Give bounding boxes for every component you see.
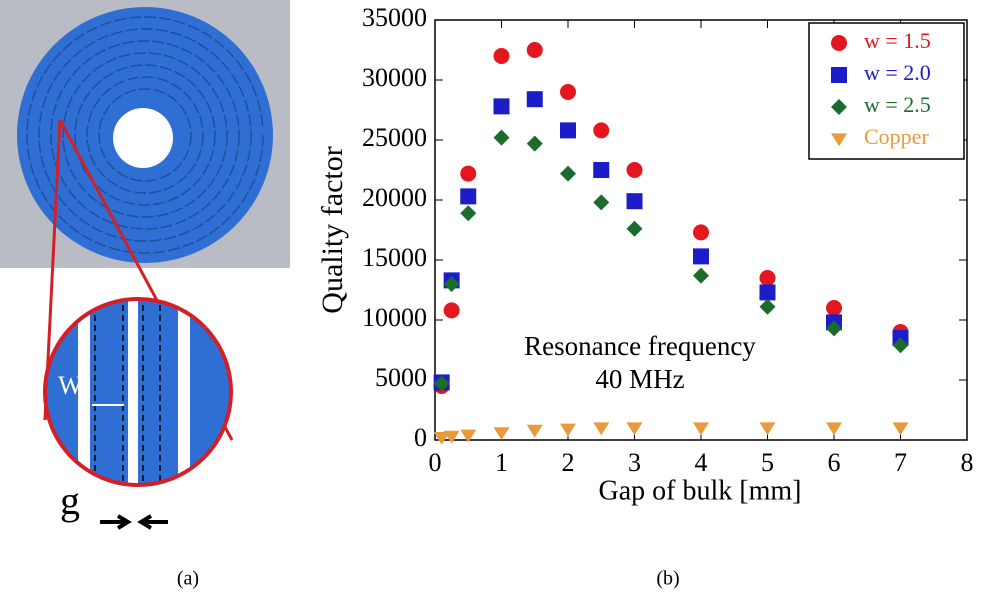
y-tick-label: 20000 [362,183,427,212]
legend-marker [831,35,847,51]
panel-caption: (a) [177,568,199,590]
point [526,135,543,152]
y-tick-label: 5000 [375,363,427,392]
gap-arrows [100,514,168,530]
x-tick-label: 3 [628,448,641,477]
point [460,188,477,205]
point [526,91,543,108]
legend-label: w = 2.0 [864,60,931,85]
coil-illustration: W g (a) [0,0,290,590]
point [560,84,576,100]
point [443,276,460,292]
point [693,422,709,436]
coil-hole [113,108,173,168]
point [759,284,776,301]
point [560,423,576,437]
point [493,427,510,440]
point [593,122,610,139]
point [826,422,842,436]
y-tick-label: 35000 [362,3,427,32]
y-tick-label: 10000 [362,303,427,332]
point [826,300,842,316]
point [759,422,776,436]
y-tick-label: 0 [414,423,427,452]
x-tick-label: 7 [894,448,907,477]
annotation: Resonance frequency [524,331,756,361]
chart: Gap of bulk [mm] Quality factor Resonanc… [316,3,974,590]
legend-label: w = 2.5 [864,92,931,117]
w-label: W [58,371,83,400]
y-tick-label: 15000 [362,243,427,272]
annotation: 40 MHz [595,364,684,394]
point [493,48,510,64]
y-tick-label: 25000 [362,123,427,152]
coil-tab [262,128,272,135]
point [693,224,709,241]
point [892,422,909,436]
x-tick-label: 0 [429,448,442,477]
point [593,162,610,178]
point [759,298,776,315]
point [460,165,477,182]
point [693,267,709,284]
x-tick-label: 6 [828,448,841,477]
y-axis-label: Quality factor [316,146,349,313]
point [693,248,709,265]
point [560,165,576,182]
point [892,337,909,354]
point [759,270,776,286]
point [443,302,460,319]
zoom-circle [43,297,233,487]
x-tick-label: 2 [562,448,575,477]
point [560,122,576,139]
point [626,162,643,178]
point [433,375,450,392]
point [626,422,643,436]
point [593,194,610,211]
point [460,205,477,222]
point [493,98,510,115]
x-tick-label: 8 [961,448,974,477]
x-tick-label: 5 [761,448,774,477]
point [626,220,643,237]
point [460,429,477,443]
point [626,193,643,210]
point [826,320,842,337]
x-axis-label: Gap of bulk [mm] [599,475,802,506]
zoom-view [45,299,231,485]
x-tick-label: 1 [495,448,508,477]
legend-label: w = 1.5 [864,28,931,53]
legend-marker [831,133,847,147]
x-tick-label: 4 [695,448,708,477]
g-label: g [60,478,80,523]
y-tick-label: 30000 [362,63,427,92]
legend-marker [831,67,847,83]
point [593,422,610,436]
point [433,432,450,445]
point [526,424,543,438]
legend-marker [831,99,847,115]
point [526,42,543,58]
legend-label: Copper [864,124,929,149]
point [493,129,510,146]
panel-caption: (b) [656,568,679,590]
point [443,430,460,444]
